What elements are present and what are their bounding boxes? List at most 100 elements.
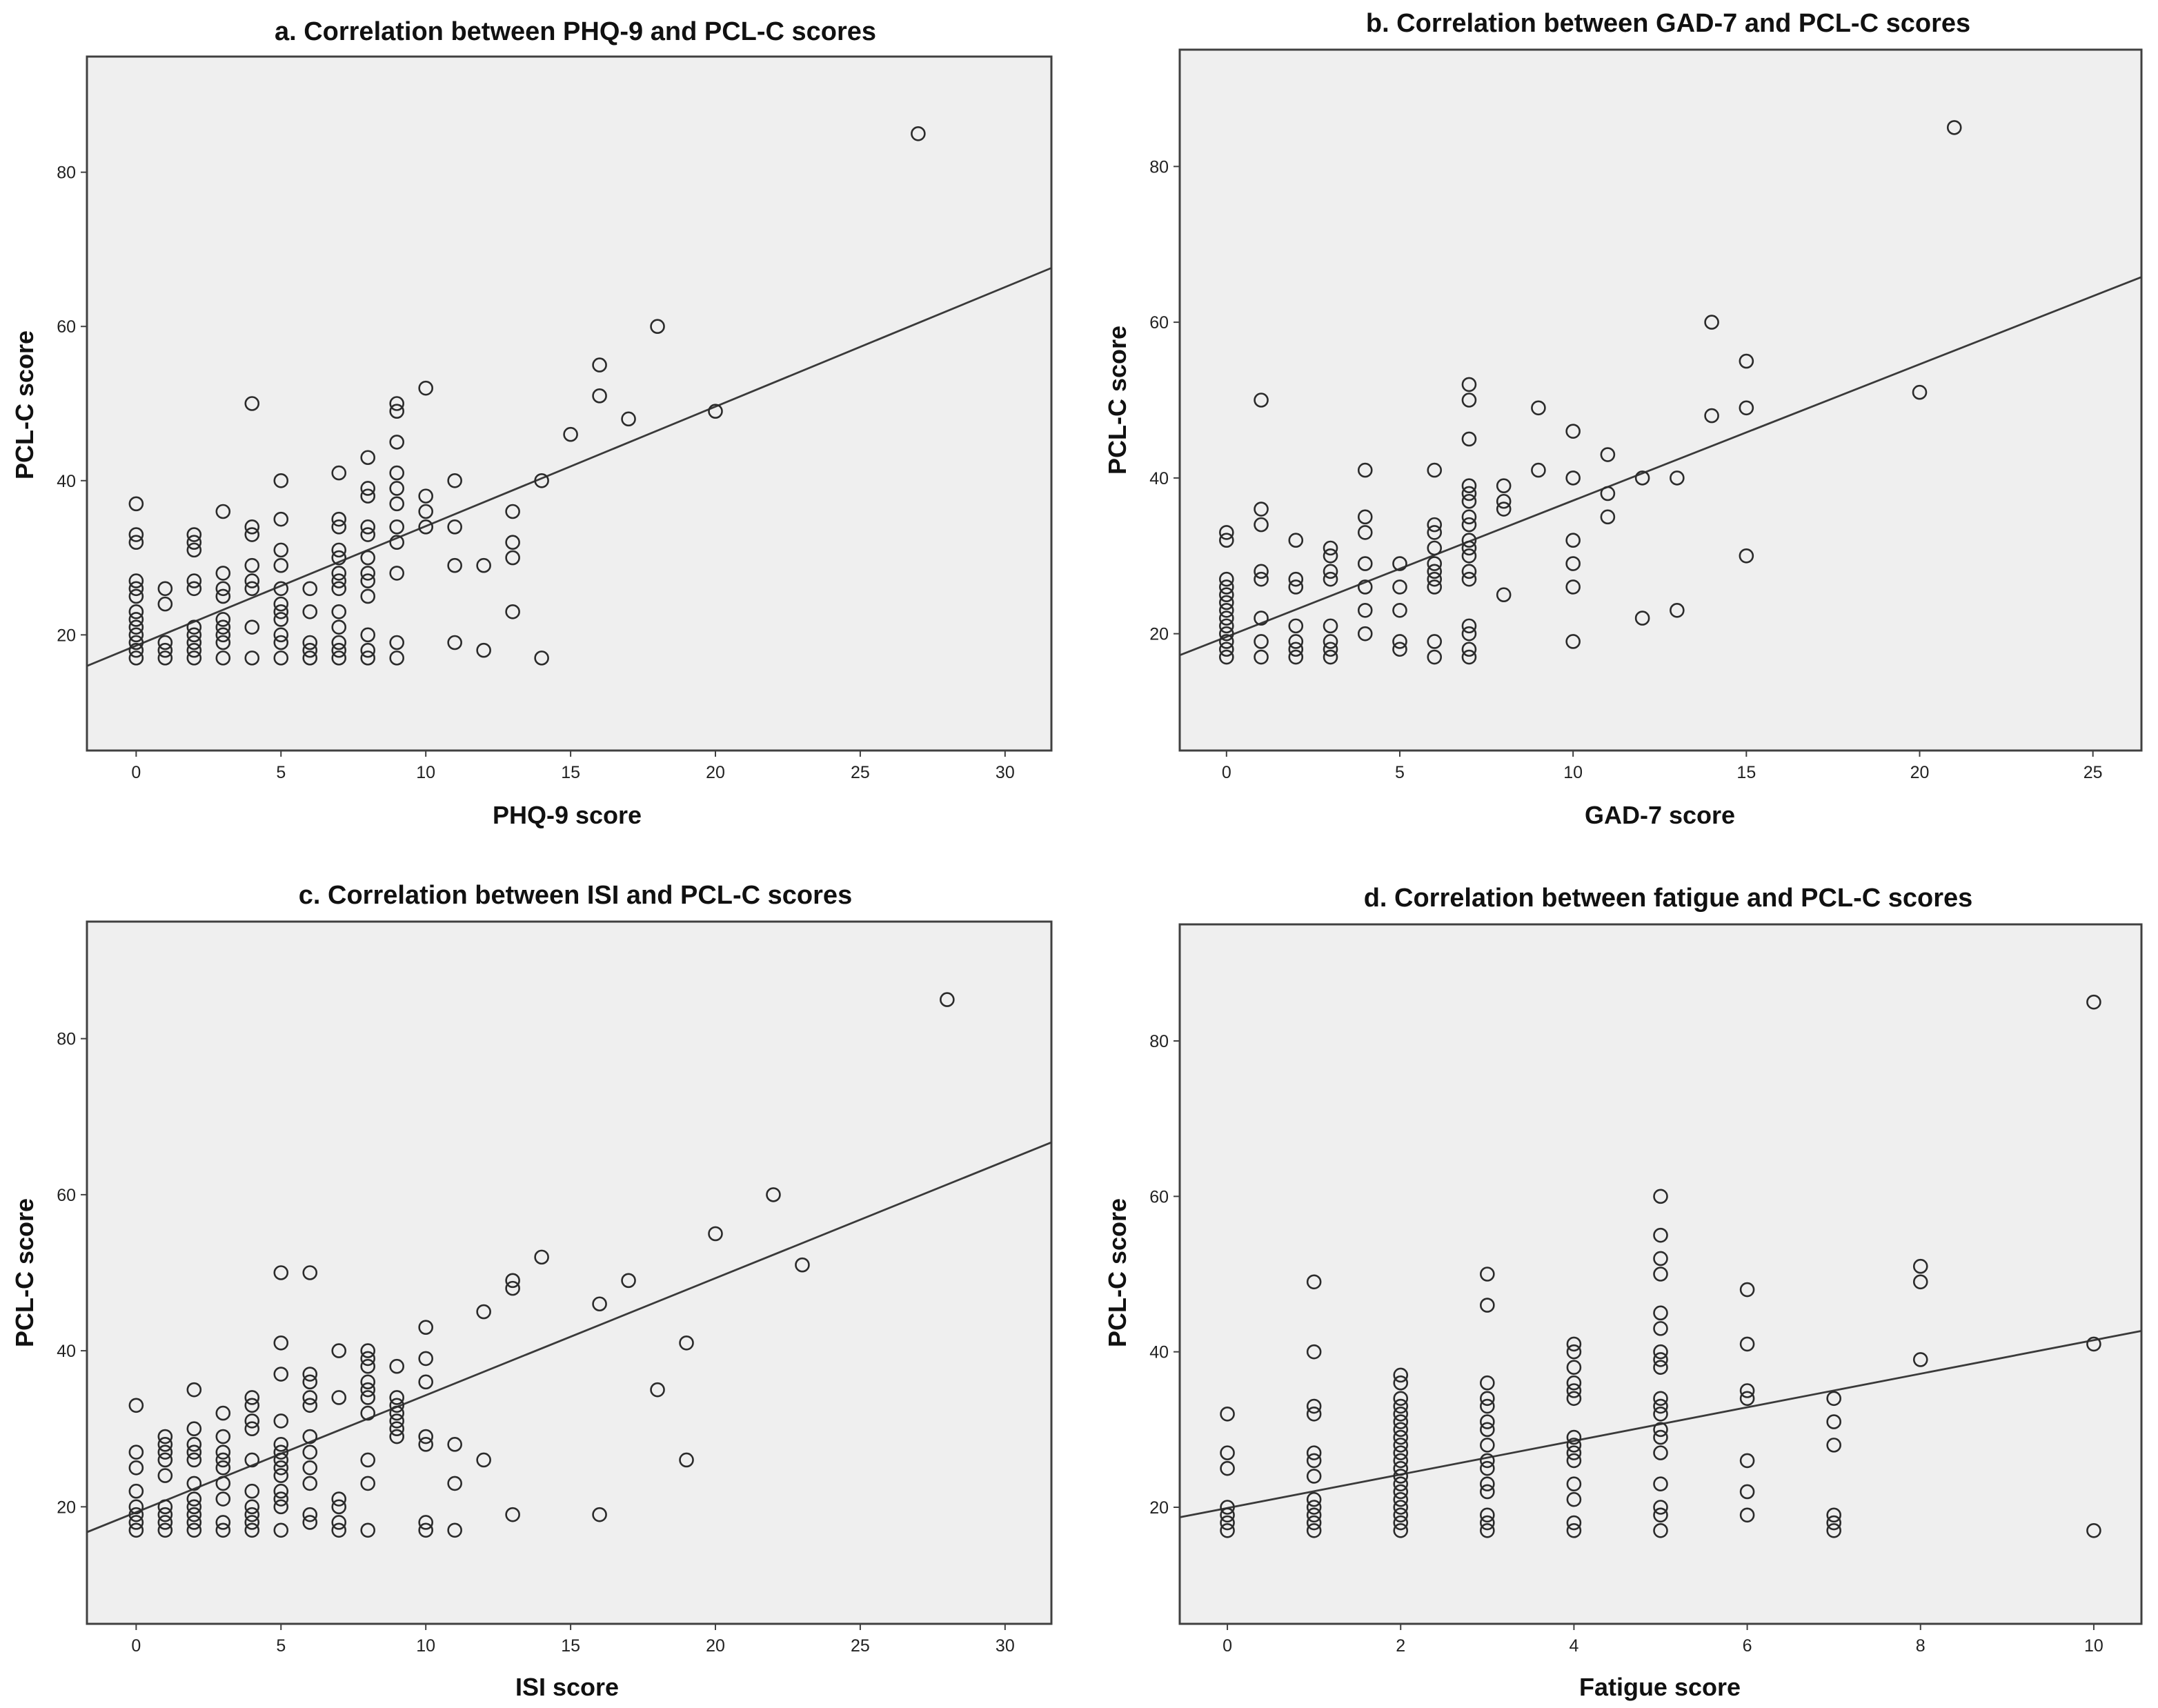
scatter-point — [128, 1515, 144, 1530]
scatter-point — [244, 527, 260, 542]
scatter-point — [1670, 470, 1685, 486]
scatter-point — [1323, 540, 1338, 556]
scatter-point — [273, 1413, 289, 1429]
scatter-point — [302, 1444, 318, 1460]
scatter-point — [1826, 1523, 1841, 1538]
scatter-point — [360, 1382, 376, 1398]
scatter-point — [1566, 1515, 1582, 1531]
scatter-point — [389, 496, 405, 512]
scatter-point — [1393, 1491, 1409, 1507]
scatter-point — [1653, 1398, 1668, 1414]
scatter-point — [389, 566, 405, 581]
scatter-point — [1323, 634, 1338, 649]
y-axis-label: PCL-C score — [1103, 1198, 1131, 1347]
scatter-point — [1393, 1476, 1409, 1491]
scatter-point — [911, 126, 926, 141]
scatter-point — [331, 550, 347, 566]
scatter-point — [1739, 1383, 1755, 1398]
scatter-point — [1704, 315, 1719, 330]
x-tick-label: 10 — [1563, 763, 1583, 782]
scatter-point — [389, 635, 405, 651]
scatter-point — [128, 642, 144, 658]
scatter-point — [215, 588, 231, 604]
scatter-point — [1531, 462, 1546, 478]
x-tick-label: 20 — [1910, 763, 1930, 782]
scatter-point — [2086, 1523, 2101, 1538]
scatter-point — [302, 1265, 318, 1280]
scatter-point — [1480, 1460, 1495, 1476]
scatter-point — [244, 1413, 260, 1429]
scatter-point — [1219, 587, 1234, 603]
scatter-point — [679, 1335, 694, 1351]
regression-line — [86, 267, 1052, 667]
panel-title: d. Correlation between fatigue and PCL-C… — [1364, 884, 1973, 913]
scatter-point — [1393, 1469, 1409, 1484]
scatter-point — [1393, 1460, 1409, 1476]
scatter-point — [1739, 400, 1754, 416]
scatter-point — [563, 426, 578, 442]
scatter-point — [273, 651, 289, 666]
y-tick-label: 80 — [1149, 1032, 1169, 1051]
scatter-point — [1306, 1500, 1322, 1515]
scatter-point — [1306, 1515, 1322, 1531]
scatter-point — [157, 1515, 173, 1530]
scatter-point — [128, 573, 144, 588]
scatter-point — [1427, 634, 1443, 649]
scatter-point — [1566, 1438, 1582, 1453]
scatter-point — [1306, 1453, 1322, 1469]
scatter-point — [1912, 384, 1928, 400]
scatter-point — [331, 1343, 347, 1358]
scatter-panel-isi: c. Correlation between ISI and PCL-C sco… — [10, 881, 1053, 1701]
y-axis-label: PCL-C score — [1103, 326, 1131, 475]
scatter-point — [1461, 649, 1477, 665]
scatter-point — [244, 651, 260, 666]
scatter-point — [1357, 525, 1373, 540]
scatter-point — [360, 573, 376, 588]
scatter-point — [302, 1367, 318, 1382]
scatter-point — [302, 1390, 318, 1405]
scatter-point — [1496, 587, 1512, 603]
scatter-point — [1427, 571, 1443, 587]
scatter-point — [1531, 400, 1546, 416]
scatter-point — [215, 1522, 231, 1538]
scatter-point — [1565, 424, 1581, 439]
scatter-point — [186, 635, 202, 651]
scatter-point — [1946, 120, 1962, 135]
scatter-point — [708, 404, 723, 419]
scatter-point — [360, 566, 376, 581]
scatter-point — [128, 535, 144, 550]
x-tick-label: 25 — [851, 763, 870, 782]
scatter-point — [447, 1437, 462, 1452]
scatter-point — [244, 1522, 260, 1538]
scatter-point — [186, 1452, 202, 1468]
scatter-point — [186, 527, 202, 542]
scatter-point — [360, 1358, 376, 1374]
x-tick-label: 10 — [416, 763, 435, 782]
scatter-point — [389, 535, 405, 550]
scatter-point — [273, 1437, 289, 1452]
scatter-point — [215, 651, 231, 666]
scatter-point — [1566, 1453, 1582, 1469]
scatter-point — [273, 1265, 289, 1280]
y-tick-label: 40 — [1149, 1343, 1169, 1362]
scatter-point — [418, 1437, 433, 1452]
scatter-point — [1254, 564, 1269, 579]
scatter-point — [302, 604, 318, 619]
scatter-point — [302, 1460, 318, 1476]
data-points — [86, 992, 1052, 1538]
scatter-point — [273, 596, 289, 612]
scatter-point — [215, 581, 231, 597]
scatter-panel-fatigue: d. Correlation between fatigue and PCL-C… — [1103, 884, 2143, 1701]
scatter-point — [186, 581, 202, 597]
scatter-point — [1461, 393, 1477, 408]
scatter-point — [389, 519, 405, 535]
scatter-point — [1288, 642, 1304, 657]
scatter-point — [1220, 1500, 1235, 1515]
panel-title: c. Correlation between ISI and PCL-C sco… — [299, 881, 852, 910]
scatter-point — [331, 1499, 347, 1515]
scatter-point — [215, 1460, 231, 1476]
y-tick-label: 80 — [1149, 157, 1169, 177]
scatter-point — [389, 1358, 405, 1374]
scatter-point — [1393, 1523, 1409, 1538]
scatter-point — [186, 535, 202, 550]
